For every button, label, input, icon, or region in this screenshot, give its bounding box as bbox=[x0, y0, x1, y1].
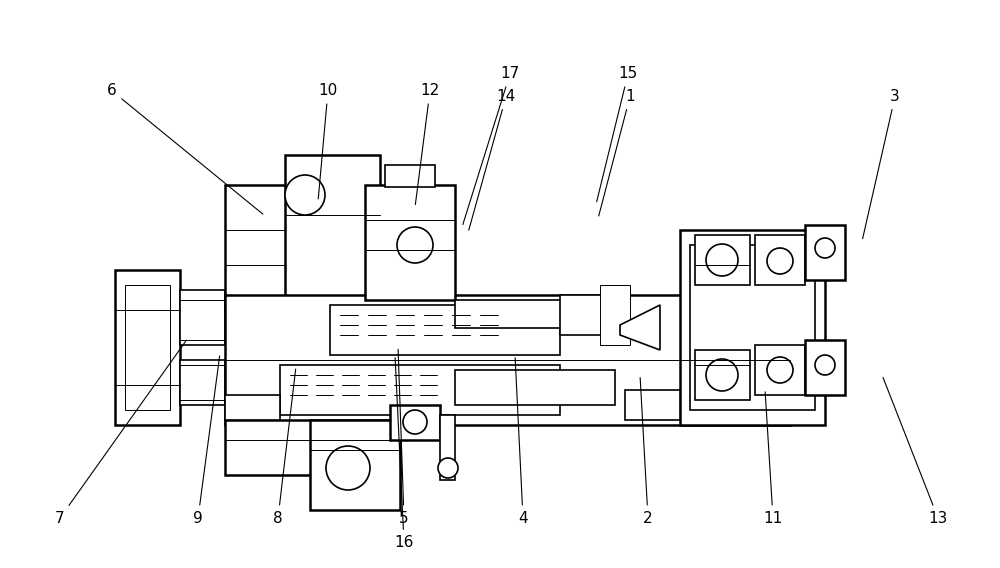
Bar bbox=[755, 345, 805, 395]
Bar bbox=[755, 235, 805, 285]
Text: 5: 5 bbox=[398, 349, 409, 525]
Text: 16: 16 bbox=[394, 358, 414, 550]
Text: 4: 4 bbox=[515, 358, 528, 525]
Circle shape bbox=[397, 227, 433, 263]
Bar bbox=[690, 245, 815, 410]
Bar bbox=[365, 185, 455, 300]
Text: 15: 15 bbox=[597, 66, 638, 202]
Bar bbox=[115, 270, 180, 425]
Bar bbox=[180, 360, 225, 405]
Text: 12: 12 bbox=[415, 83, 440, 204]
Circle shape bbox=[438, 458, 458, 478]
Bar bbox=[625, 390, 680, 420]
Circle shape bbox=[285, 175, 325, 215]
Text: 8: 8 bbox=[273, 369, 296, 525]
Text: 17: 17 bbox=[463, 66, 520, 224]
Text: 6: 6 bbox=[107, 83, 263, 214]
Bar bbox=[455, 370, 615, 405]
Text: 7: 7 bbox=[55, 340, 186, 525]
Bar bbox=[600, 285, 630, 345]
Bar bbox=[125, 285, 170, 410]
Text: 9: 9 bbox=[193, 356, 220, 525]
Circle shape bbox=[706, 244, 738, 276]
Circle shape bbox=[815, 238, 835, 258]
Circle shape bbox=[326, 446, 370, 490]
Bar bbox=[310, 420, 400, 510]
Text: 14: 14 bbox=[469, 89, 516, 230]
Bar bbox=[225, 420, 400, 475]
Bar bbox=[560, 295, 630, 335]
Bar bbox=[385, 165, 435, 187]
Bar bbox=[695, 350, 750, 400]
Bar bbox=[330, 305, 560, 355]
Bar bbox=[285, 155, 380, 315]
Bar bbox=[805, 225, 845, 280]
Text: 10: 10 bbox=[318, 83, 338, 199]
Circle shape bbox=[767, 357, 793, 383]
Bar bbox=[280, 365, 560, 415]
Bar bbox=[225, 395, 280, 420]
Circle shape bbox=[815, 355, 835, 375]
Bar bbox=[455, 300, 615, 328]
Polygon shape bbox=[620, 305, 660, 350]
Bar bbox=[225, 185, 325, 315]
Text: 1: 1 bbox=[599, 89, 635, 216]
Bar bbox=[180, 290, 225, 345]
Bar bbox=[680, 230, 825, 425]
Text: 3: 3 bbox=[863, 89, 900, 239]
Bar bbox=[225, 295, 790, 425]
Bar bbox=[805, 340, 845, 395]
Bar bbox=[390, 405, 440, 440]
Circle shape bbox=[706, 359, 738, 391]
Bar bbox=[695, 235, 750, 285]
Circle shape bbox=[767, 248, 793, 274]
Text: 13: 13 bbox=[883, 378, 948, 525]
Bar bbox=[440, 415, 455, 480]
Text: 2: 2 bbox=[640, 378, 653, 525]
Circle shape bbox=[403, 410, 427, 434]
Text: 11: 11 bbox=[763, 392, 783, 525]
